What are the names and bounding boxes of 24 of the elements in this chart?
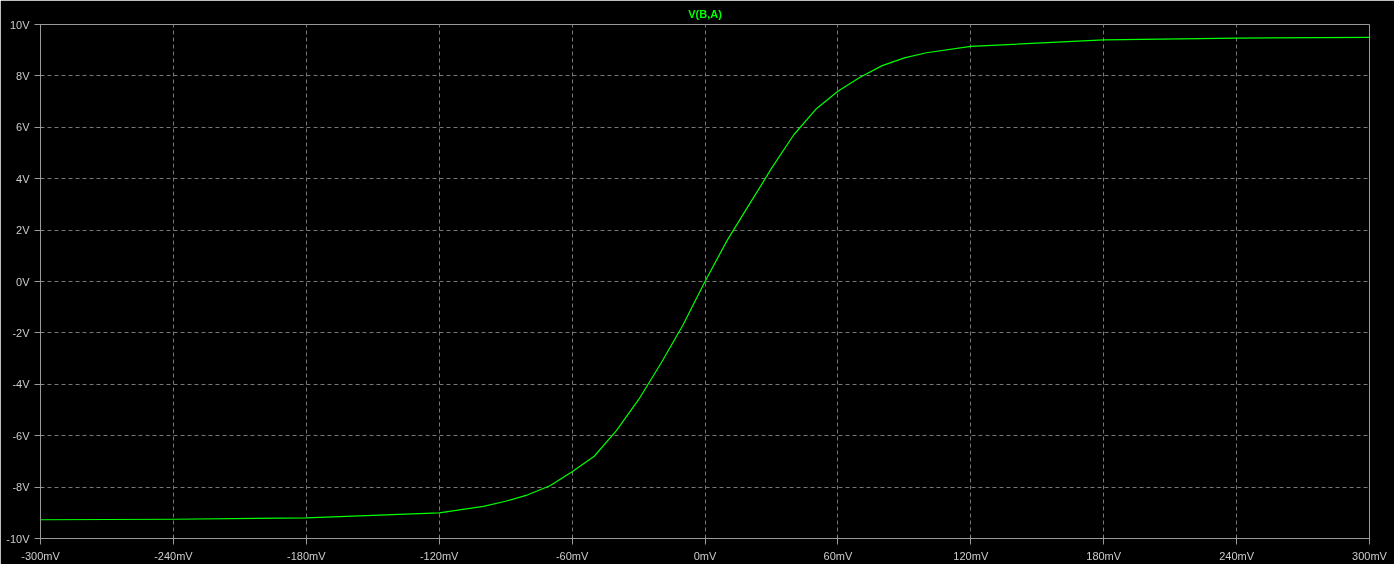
x-tick-label: 120mV bbox=[953, 549, 989, 562]
x-tick-label: -300mV bbox=[21, 549, 61, 562]
y-tick-label: -6V bbox=[12, 429, 31, 442]
y-tick-label: 8V bbox=[16, 69, 31, 82]
y-tick-label: -10V bbox=[6, 532, 31, 545]
y-tick-label: 10V bbox=[9, 18, 31, 31]
x-tick-label: 240mV bbox=[1219, 549, 1255, 562]
y-tick-label: -8V bbox=[12, 481, 31, 494]
y-tick-label: 4V bbox=[16, 172, 31, 185]
chart-title: V(B,A) bbox=[688, 7, 723, 20]
y-tick-label: 0V bbox=[16, 275, 31, 288]
y-tick-label: -2V bbox=[12, 326, 31, 339]
line-series bbox=[40, 36, 1370, 521]
y-tick-label: 2V bbox=[16, 224, 31, 237]
x-tick-label: -180mV bbox=[287, 549, 327, 562]
y-tick-label: -4V bbox=[12, 378, 31, 391]
x-tick-label: -60mV bbox=[555, 549, 589, 562]
x-tick-label: 300mV bbox=[1352, 549, 1388, 562]
x-tick-label: -120mV bbox=[419, 549, 460, 562]
x-tick-label: 0mV bbox=[693, 549, 717, 562]
x-tick-label: 60mV bbox=[823, 549, 853, 562]
x-tick-label: -240mV bbox=[154, 549, 194, 562]
y-tick-label: 6V bbox=[16, 121, 31, 134]
x-tick-label: 180mV bbox=[1086, 549, 1122, 562]
